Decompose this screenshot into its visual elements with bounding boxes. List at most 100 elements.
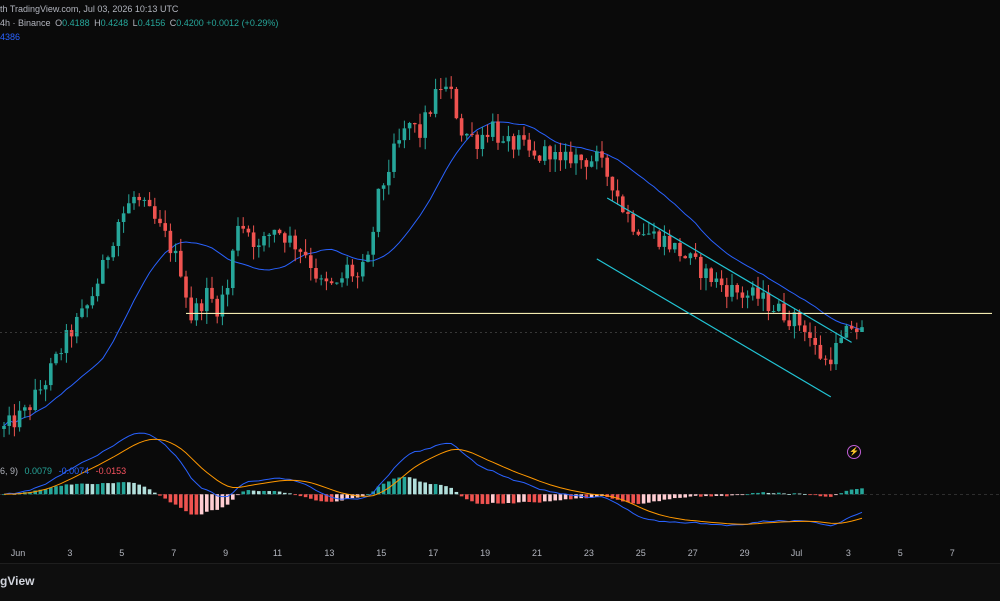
candle-body [381, 185, 386, 189]
candle-body [527, 139, 531, 151]
candle-body [860, 327, 864, 332]
candle-body [111, 245, 115, 258]
candle-body [673, 242, 677, 250]
macd-histogram-bar [194, 494, 199, 515]
drawings [0, 197, 992, 398]
candle-body [537, 155, 542, 161]
candle-body [548, 146, 552, 160]
candle-body [335, 282, 339, 284]
candle-body [413, 123, 417, 125]
macd-histogram-bar [28, 492, 32, 495]
macd-pane [0, 432, 1000, 527]
x-axis: Jun 3 5 7 9 11 13 15 17 19 21 23 25 27 29 Jul 3 5 7 [11, 548, 955, 558]
candle-body [688, 253, 693, 259]
channel-lower [596, 258, 832, 398]
candle-body [12, 415, 17, 428]
macd-histogram-bar [345, 494, 349, 499]
macd-histogram-bar [465, 494, 469, 500]
macd-histogram-bar [324, 494, 329, 502]
macd-histogram-bar [85, 483, 89, 495]
candle-body [257, 245, 261, 248]
macd-histogram-bar [803, 493, 807, 495]
candle-body [179, 250, 183, 277]
macd-histogram-bar [163, 494, 167, 499]
x-tick-label: 19 [480, 548, 490, 558]
macd-histogram-bar [480, 494, 485, 504]
candle-body [740, 292, 745, 298]
macd-histogram-bar [231, 494, 235, 500]
macd-histogram-bar [589, 494, 594, 498]
change-value: +0.0012 (+0.29%) [206, 18, 279, 28]
candle-body [569, 151, 573, 164]
macd-histogram-bar [449, 487, 453, 495]
macd-histogram-bar [173, 494, 178, 505]
candle-body [709, 268, 713, 283]
macd-histogram-bar [189, 494, 193, 515]
candle-body [7, 415, 11, 426]
candle-body [511, 136, 516, 150]
macd-histogram-bar [225, 494, 230, 505]
candle-body [251, 232, 256, 248]
x-tick-label: 3 [846, 548, 851, 558]
candle-body [657, 231, 661, 247]
candle-body [17, 410, 22, 428]
candle-body [33, 389, 37, 411]
candle-body [735, 284, 739, 293]
macd-histogram-bar [2, 494, 6, 496]
source-text: th TradingView.com, Jul 03, 2026 10:13 U… [0, 4, 179, 14]
x-tick-label: 29 [740, 548, 750, 558]
macd-histogram-bar [584, 494, 589, 499]
x-tick-label: 17 [428, 548, 438, 558]
candle-body [262, 236, 266, 246]
candle-body [605, 157, 609, 177]
candle-body [116, 221, 121, 246]
macd-histogram-bar [501, 494, 505, 504]
macd-histogram-bar [376, 486, 381, 495]
macd-histogram-bar [537, 494, 542, 503]
candle-body [543, 146, 547, 161]
macd-histogram-bar [381, 483, 386, 495]
candle-body [610, 176, 615, 191]
macd-histogram-bar [137, 484, 141, 495]
macd-histogram-bar [80, 483, 84, 495]
macd-histogram-bar [829, 494, 833, 497]
candle-body [641, 234, 646, 236]
macd-histogram-bar [491, 494, 495, 503]
macd-histogram-bar [813, 494, 817, 496]
macd-histogram-bar [402, 476, 407, 495]
macd-histogram-bar [397, 477, 401, 495]
low-label: L [132, 18, 138, 28]
macd-histogram-bar [563, 494, 568, 500]
macd-histogram-bar [688, 494, 693, 497]
lightning-icon[interactable]: ⚡ [847, 445, 861, 459]
macd-histogram-bar [132, 482, 136, 495]
candle-body [241, 225, 245, 229]
macd-histogram-bar [147, 489, 152, 495]
candle-body [459, 118, 464, 136]
macd-histogram-bar [251, 490, 256, 495]
candle-body [636, 231, 641, 235]
candle-body [439, 89, 443, 91]
x-tick-label: 21 [532, 548, 542, 558]
macd-histogram-bar [621, 494, 625, 502]
candle-body [725, 285, 729, 297]
candle-body [600, 151, 604, 158]
candle-body [329, 281, 334, 284]
candle-body [371, 231, 375, 255]
macd-histogram-bar [595, 494, 599, 497]
candle-body [267, 234, 271, 237]
candle-body [298, 249, 303, 252]
macd-histogram-bar [288, 493, 292, 495]
candle-body [361, 261, 365, 277]
candle-body [506, 136, 511, 142]
candle-body [839, 337, 843, 343]
candle-body [558, 152, 563, 161]
candle-body [303, 251, 308, 256]
candle-body [792, 312, 797, 327]
candle-body [470, 133, 474, 135]
candle-body [64, 330, 69, 354]
macd-histogram-bar [792, 493, 797, 495]
candle-body [59, 353, 63, 355]
candle-body [147, 199, 152, 207]
